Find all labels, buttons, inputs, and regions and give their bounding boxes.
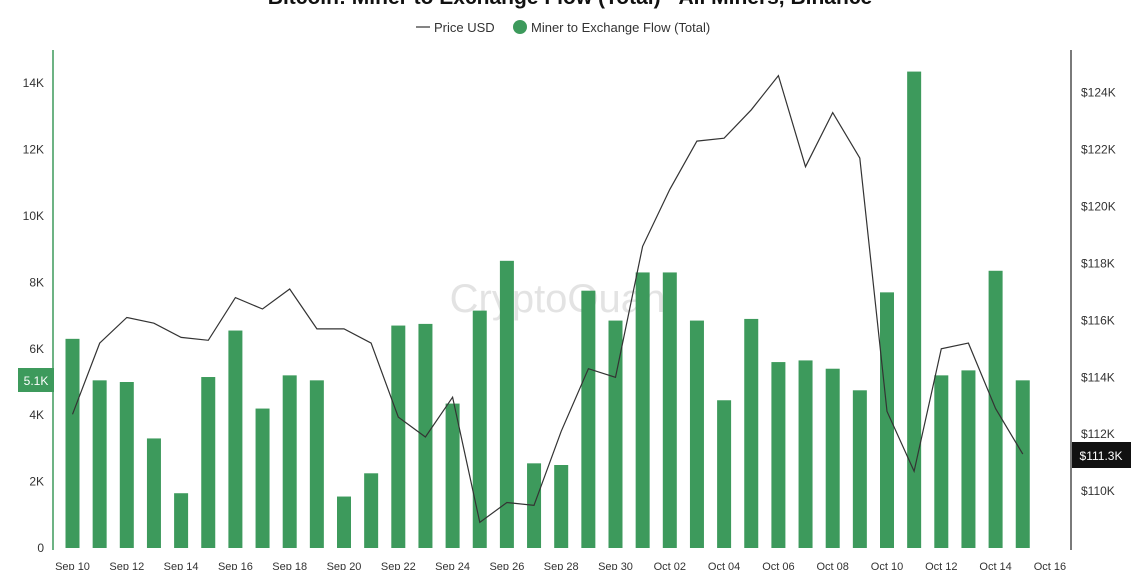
x-tick-label: Sep 18 [272, 561, 307, 570]
flow-bar [717, 400, 732, 548]
x-tick-label: Sep 22 [381, 561, 416, 570]
flow-bar [391, 325, 406, 548]
right-tick-label: $114K [1081, 370, 1115, 384]
flow-bar [744, 318, 759, 548]
legend-flow-label: Miner to Exchange Flow (Total) [531, 20, 710, 35]
x-axis-ticks: Sep 10 Sep 12 Sep 14 Sep 16 Sep 18 Sep 20 Sep … [55, 561, 1066, 570]
left-badge-bg [18, 368, 54, 392]
flow-bar [282, 375, 297, 548]
chart-title: Bitcoin: Miner to Exchange Flow (Total) … [268, 0, 872, 9]
right-badge-text: $111.3K [1080, 449, 1123, 463]
flow-bar [309, 380, 324, 548]
flow-bar [445, 403, 460, 548]
flow-bar [798, 360, 813, 548]
right-axis-ticks: $110K $112K $114K $116K $118K $120K $122K $124K [1081, 86, 1116, 498]
flow-bar [608, 320, 623, 548]
flow-bar [146, 438, 161, 548]
flow-bar [201, 377, 216, 548]
x-tick-label: Oct 14 [979, 561, 1011, 570]
left-axis-ticks: 0 2K 4K 6K 8K 10K 12K 14K [23, 76, 45, 555]
flow-bar [364, 473, 379, 548]
flow-bar [228, 330, 243, 548]
flow-bar [65, 338, 80, 548]
left-tick-label: 12K [23, 143, 44, 157]
flow-bar [771, 362, 786, 548]
right-badge-bg [1072, 442, 1131, 468]
x-tick-label: Oct 08 [816, 561, 848, 570]
x-tick-label: Sep 10 [55, 561, 90, 570]
left-tick-label: 8K [29, 275, 44, 289]
legend-price-label: Price USD [434, 20, 495, 35]
x-tick-label: Oct 04 [708, 561, 740, 570]
x-tick-label: Sep 12 [109, 561, 144, 570]
flow-bar [662, 272, 677, 548]
x-tick-label: Sep 24 [435, 561, 470, 570]
flow-bar [337, 496, 351, 548]
flow-bar [119, 382, 134, 548]
left-badge-text: 5.1K [24, 374, 49, 388]
x-tick-label: Sep 14 [164, 561, 199, 570]
x-tick-label: Oct 06 [762, 561, 794, 570]
right-tick-label: $112K [1081, 427, 1115, 441]
x-tick-label: Oct 10 [871, 561, 903, 570]
flow-bars [65, 71, 1030, 548]
legend: Price USD Miner to Exchange Flow (Total) [416, 20, 710, 35]
flow-bar [907, 71, 922, 548]
left-tick-label: 4K [29, 408, 44, 422]
flow-bar [825, 368, 840, 548]
x-tick-label: Sep 26 [489, 561, 524, 570]
flow-bar [174, 493, 189, 548]
flow-bar [934, 375, 949, 548]
flow-bar [880, 292, 894, 548]
flow-bar [581, 290, 596, 548]
flow-bar [92, 380, 107, 548]
x-tick-label: Sep 20 [327, 561, 362, 570]
flow-bar [554, 465, 569, 548]
flow-bar [635, 272, 650, 548]
right-tick-label: $120K [1081, 200, 1116, 214]
right-tick-label: $118K [1081, 256, 1115, 270]
flow-bar [472, 310, 487, 548]
right-tick-label: $122K [1081, 143, 1116, 157]
x-tick-label: Oct 16 [1034, 561, 1066, 570]
left-tick-label: 10K [23, 209, 44, 223]
flow-bar [1015, 380, 1030, 548]
right-tick-label: $116K [1081, 313, 1115, 327]
price-line [71, 74, 1024, 524]
flow-bar [961, 370, 976, 548]
x-tick-label: Oct 12 [925, 561, 957, 570]
x-tick-label: Sep 30 [598, 561, 633, 570]
right-tick-label: $110K [1081, 484, 1115, 498]
flow-bar [852, 390, 867, 548]
flow-bar [255, 408, 270, 548]
legend-flow-swatch [513, 20, 527, 34]
x-tick-label: Sep 28 [544, 561, 579, 570]
flow-bar [689, 320, 704, 548]
x-tick-label: Oct 02 [654, 561, 686, 570]
left-tick-label: 6K [29, 342, 44, 356]
left-tick-label: 0 [37, 541, 44, 555]
left-tick-label: 14K [23, 76, 44, 90]
right-last-value-badge: $111.3K [1072, 442, 1131, 468]
right-tick-label: $124K [1081, 86, 1116, 100]
left-last-value-badge: 5.1K [18, 368, 54, 392]
x-tick-label: Sep 16 [218, 561, 253, 570]
flow-bar [499, 260, 514, 548]
left-tick-label: 2K [29, 475, 44, 489]
